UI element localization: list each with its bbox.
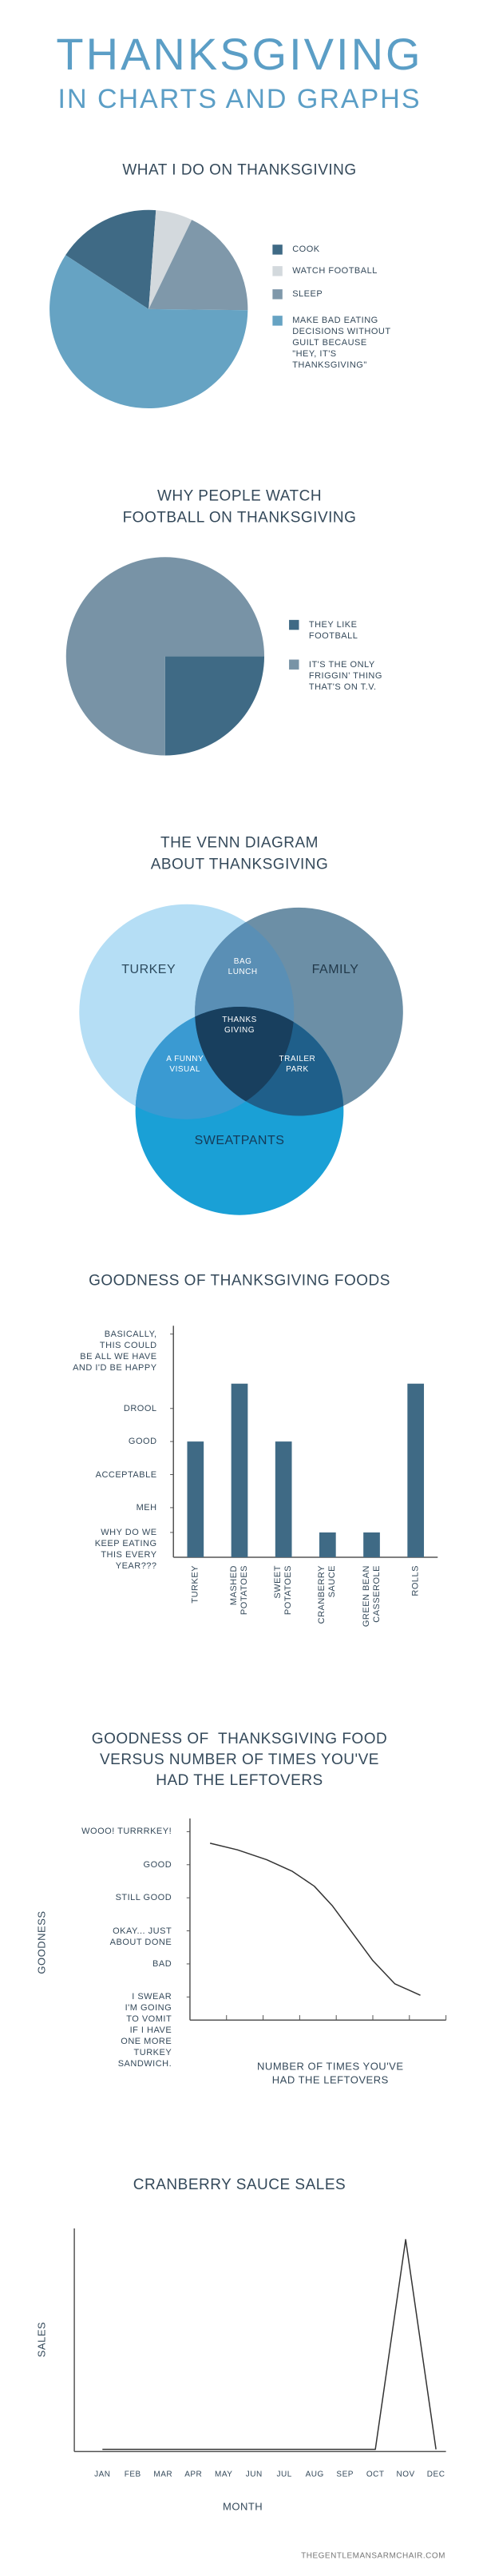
x-tick-label: CRANBERRY SAUCE <box>317 1565 338 1624</box>
x-tick-label: DEC <box>426 2470 445 2479</box>
x-tick-label: JAN <box>94 2470 111 2479</box>
x-tick-label: ROLLS <box>410 1565 421 1596</box>
x-tick-label: FEB <box>124 2470 141 2479</box>
venn-region-label: TRAILER PARK <box>279 1055 316 1075</box>
pie-slice <box>49 255 248 409</box>
y-tick-label: DROOL <box>123 1403 157 1413</box>
x-tick-label: SWEET POTATOES <box>273 1565 294 1616</box>
y-tick-label: STILL GOOD <box>115 1893 172 1903</box>
x-tick-label: OCT <box>366 2470 385 2479</box>
x-axis-label: NUMBER OF TIMES YOU'VE HAD THE LEFTOVERS <box>257 2060 404 2086</box>
venn-region-label: THANKS GIVING <box>222 1015 257 1035</box>
y-tick-label: WOOO! TURRRKEY! <box>81 1827 172 1837</box>
y-tick-label: MEH <box>136 1502 157 1513</box>
x-tick-label: APR <box>184 2470 203 2479</box>
legend-label: COOK <box>292 244 320 255</box>
line <box>102 2239 437 2451</box>
chart-title: GOODNESS OF THANKSGIVING FOODS <box>89 1272 390 1290</box>
page-title: THANKSGIVING <box>56 29 423 80</box>
legend-swatch <box>272 266 283 276</box>
pie-slice <box>65 557 265 756</box>
chart-title: CRANBERRY SAUCE SALES <box>133 2176 346 2194</box>
pie-slice <box>148 220 248 311</box>
x-tick-label: AUG <box>305 2470 324 2479</box>
x-tick-label: MASHED POTATOES <box>229 1565 249 1616</box>
footer: THEGENTLEMANSARMCHAIR.COM <box>301 2551 446 2561</box>
pie-slice <box>148 210 192 309</box>
pie-slice <box>164 656 265 756</box>
chart-title: THE VENN DIAGRAM ABOUT THANKSGIVING <box>150 834 329 873</box>
chart-title: GOODNESS OF THANKSGIVING FOOD VERSUS NUM… <box>91 1730 388 1789</box>
y-tick-label: GOOD <box>128 1437 157 1447</box>
bar <box>231 1383 248 1557</box>
legend-swatch <box>272 289 283 300</box>
x-tick-label: SEP <box>336 2470 354 2479</box>
y-axis-label: SALES <box>35 2321 48 2357</box>
x-tick-label: GREEN BEAN CASSEROLE <box>361 1565 382 1628</box>
y-axis-label: GOODNESS <box>35 1910 48 1974</box>
legend-swatch <box>289 619 299 630</box>
x-tick-label: TURKEY <box>190 1565 200 1604</box>
x-tick-label: MAR <box>153 2470 173 2479</box>
y-tick-label: BASICALLY, THIS COULD BE ALL WE HAVE AND… <box>73 1329 157 1373</box>
chart-title: WHAT I DO ON THANKSGIVING <box>122 161 357 179</box>
venn-region-label: A FUNNY VISUAL <box>166 1055 204 1075</box>
x-tick-label: JUL <box>276 2470 292 2479</box>
bar <box>275 1441 292 1557</box>
y-tick-label: ACCEPTABLE <box>95 1469 157 1480</box>
venn-region-label: BAG LUNCH <box>228 957 258 977</box>
x-tick-label: MAY <box>215 2470 233 2479</box>
y-tick-label: I SWEAR I'M GOING TO VOMIT IF I HAVE ONE… <box>117 1992 172 2069</box>
bar <box>363 1532 380 1557</box>
legend-swatch <box>272 316 283 326</box>
y-tick-label: WHY DO WE KEEP EATING THIS EVERY YEAR??? <box>94 1527 157 1571</box>
page-subtitle: IN CHARTS AND GRAPHS <box>57 84 422 115</box>
x-tick-label: JUN <box>245 2470 263 2479</box>
legend-label: MAKE BAD EATING DECISIONS WITHOUT GUILT … <box>292 316 391 371</box>
y-tick-label: BAD <box>152 1958 172 1969</box>
pie-slice <box>65 209 156 309</box>
x-axis-label: MONTH <box>223 2500 263 2513</box>
legend-label: SLEEP <box>292 289 323 300</box>
bar <box>187 1441 204 1557</box>
bar <box>407 1383 425 1557</box>
venn-set-label: SWEATPANTS <box>194 1133 285 1147</box>
legend-label: WATCH FOOTBALL <box>292 266 378 276</box>
bar <box>319 1532 336 1557</box>
y-tick-label: OKAY... JUST ABOUT DONE <box>109 1926 172 1947</box>
legend-label: IT'S THE ONLY FRIGGIN' THING THAT'S ON T… <box>308 659 382 692</box>
line <box>209 1843 421 1996</box>
chart-title: WHY PEOPLE WATCH FOOTBALL ON THANKSGIVIN… <box>122 487 357 527</box>
legend-label: THEY LIKE FOOTBALL <box>308 620 358 642</box>
legend-swatch <box>289 659 299 670</box>
legend-swatch <box>272 244 283 255</box>
venn-set-label: TURKEY <box>121 963 176 977</box>
x-tick-label: NOV <box>396 2470 415 2479</box>
venn-set-label: FAMILY <box>311 963 359 977</box>
y-tick-label: GOOD <box>143 1859 172 1870</box>
